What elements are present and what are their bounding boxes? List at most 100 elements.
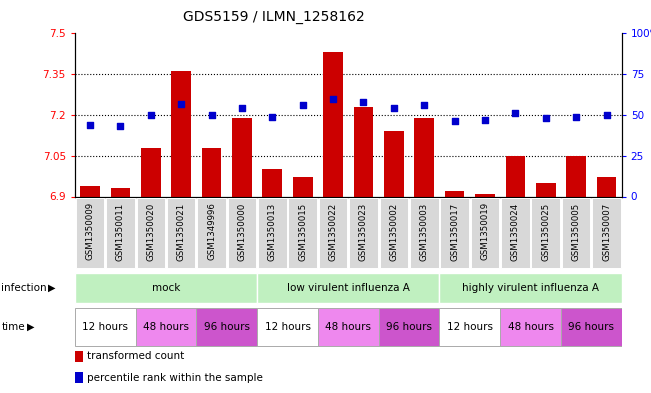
FancyBboxPatch shape (379, 308, 439, 346)
Bar (75, 351, 83, 362)
FancyBboxPatch shape (380, 198, 408, 268)
Text: GSM1350013: GSM1350013 (268, 202, 277, 261)
FancyBboxPatch shape (440, 198, 469, 268)
Text: percentile rank within the sample: percentile rank within the sample (87, 373, 263, 383)
FancyBboxPatch shape (257, 272, 439, 303)
FancyBboxPatch shape (318, 308, 379, 346)
Bar (323, 52, 343, 196)
Point (510, 110, 521, 116)
Point (115, 123, 126, 130)
Text: GSM1350024: GSM1350024 (511, 202, 520, 261)
Text: GSM1350007: GSM1350007 (602, 202, 611, 261)
Text: GSM1350017: GSM1350017 (450, 202, 459, 261)
FancyBboxPatch shape (439, 272, 622, 303)
FancyBboxPatch shape (501, 198, 530, 268)
Bar (384, 131, 404, 196)
Text: 12 hours: 12 hours (264, 322, 311, 332)
Text: mock: mock (152, 283, 180, 293)
Bar (505, 156, 525, 196)
Bar (202, 148, 221, 196)
Point (389, 105, 399, 112)
Point (480, 117, 490, 123)
Text: 12 hours: 12 hours (447, 322, 493, 332)
Bar (171, 72, 191, 196)
FancyBboxPatch shape (319, 198, 348, 268)
Text: 48 hours: 48 hours (508, 322, 553, 332)
Text: infection: infection (1, 283, 47, 293)
Point (358, 99, 368, 105)
FancyBboxPatch shape (500, 308, 561, 346)
Text: transformed count: transformed count (87, 351, 185, 361)
FancyBboxPatch shape (258, 198, 286, 268)
Text: 96 hours: 96 hours (204, 322, 250, 332)
Text: GSM1350015: GSM1350015 (298, 202, 307, 261)
Point (449, 118, 460, 125)
Text: GDS5159 / ILMN_1258162: GDS5159 / ILMN_1258162 (182, 10, 365, 24)
Text: GSM1350020: GSM1350020 (146, 202, 156, 261)
Point (419, 102, 430, 108)
Bar (111, 188, 130, 196)
Text: time: time (1, 322, 25, 332)
Point (602, 112, 612, 118)
Point (328, 95, 339, 102)
Text: GSM1350023: GSM1350023 (359, 202, 368, 261)
Bar (536, 183, 555, 196)
Bar (353, 107, 374, 196)
Text: ▶: ▶ (27, 322, 35, 332)
Point (206, 112, 217, 118)
Text: GSM1350003: GSM1350003 (420, 202, 429, 261)
Text: GSM1350025: GSM1350025 (541, 202, 550, 261)
Text: GSM1350019: GSM1350019 (480, 202, 490, 261)
FancyBboxPatch shape (410, 198, 439, 268)
FancyBboxPatch shape (228, 198, 256, 268)
Point (571, 114, 581, 120)
FancyBboxPatch shape (75, 308, 135, 346)
Text: GSM1350000: GSM1350000 (238, 202, 247, 261)
Point (85, 121, 95, 128)
Bar (475, 194, 495, 196)
Point (298, 102, 308, 108)
Point (267, 114, 277, 120)
FancyBboxPatch shape (75, 272, 257, 303)
Text: GSM1349996: GSM1349996 (207, 202, 216, 260)
FancyBboxPatch shape (439, 308, 500, 346)
FancyBboxPatch shape (531, 198, 560, 268)
Point (237, 105, 247, 112)
Bar (445, 191, 465, 196)
FancyBboxPatch shape (561, 308, 622, 346)
Text: low virulent influenza A: low virulent influenza A (287, 283, 409, 293)
Bar (596, 178, 616, 196)
Text: highly virulent influenza A: highly virulent influenza A (462, 283, 599, 293)
FancyBboxPatch shape (197, 198, 226, 268)
Point (146, 112, 156, 118)
Text: GSM1350022: GSM1350022 (329, 202, 338, 261)
FancyBboxPatch shape (135, 308, 197, 346)
Text: GSM1350005: GSM1350005 (572, 202, 581, 261)
Bar (293, 178, 312, 196)
Bar (566, 156, 586, 196)
Bar (232, 118, 252, 196)
FancyBboxPatch shape (257, 308, 318, 346)
FancyBboxPatch shape (349, 198, 378, 268)
Text: ▶: ▶ (48, 283, 55, 293)
Bar (75, 372, 83, 383)
FancyBboxPatch shape (197, 308, 257, 346)
FancyBboxPatch shape (137, 198, 165, 268)
Text: GSM1350009: GSM1350009 (85, 202, 94, 261)
Text: GSM1350002: GSM1350002 (389, 202, 398, 261)
Text: 48 hours: 48 hours (326, 322, 371, 332)
Text: 12 hours: 12 hours (82, 322, 128, 332)
FancyBboxPatch shape (562, 198, 590, 268)
Text: 96 hours: 96 hours (568, 322, 615, 332)
FancyBboxPatch shape (76, 198, 104, 268)
FancyBboxPatch shape (592, 198, 621, 268)
Text: GSM1350021: GSM1350021 (176, 202, 186, 261)
FancyBboxPatch shape (471, 198, 499, 268)
Point (540, 115, 551, 121)
FancyBboxPatch shape (288, 198, 317, 268)
Text: 48 hours: 48 hours (143, 322, 189, 332)
FancyBboxPatch shape (106, 198, 135, 268)
Text: GSM1350011: GSM1350011 (116, 202, 125, 261)
FancyBboxPatch shape (167, 198, 195, 268)
Bar (262, 169, 283, 196)
